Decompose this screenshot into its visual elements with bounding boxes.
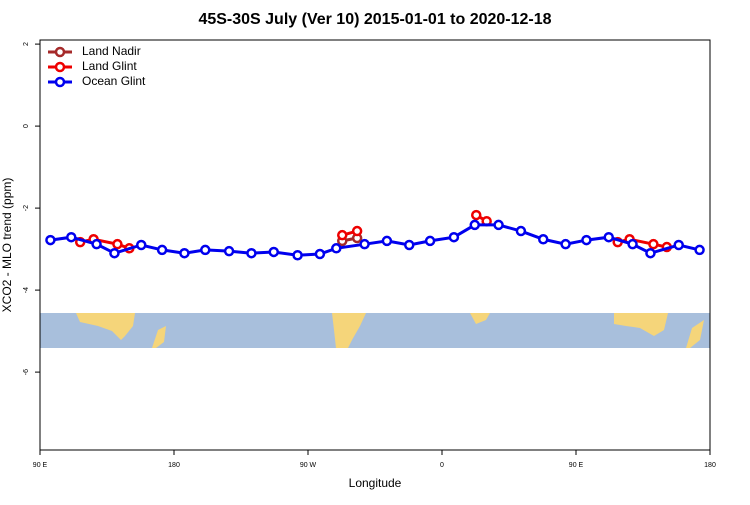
series-line [50, 223, 700, 257]
data-point [560, 238, 571, 250]
x-tick-label: 90 W [300, 462, 317, 469]
data-point [627, 238, 638, 250]
data-point [673, 239, 684, 251]
x-tick-label: 90 E [33, 462, 48, 469]
legend-label: Land Nadir [82, 44, 141, 58]
chart-title: 45S-30S July (Ver 10) 2015-01-01 to 2020… [198, 11, 551, 28]
data-point [603, 231, 615, 243]
data-point [469, 219, 481, 231]
data-point [448, 231, 460, 243]
y-tick-label: 2 [23, 42, 30, 46]
data-point [694, 244, 705, 256]
legend-marker [54, 46, 66, 58]
data-point [200, 244, 211, 256]
y-tick-label: -6 [23, 369, 30, 375]
legend-marker [54, 76, 66, 88]
data-point [314, 248, 326, 260]
series-line [79, 213, 668, 250]
data-point [45, 234, 56, 246]
data-point [109, 247, 120, 259]
y-tick-label: 0 [23, 124, 30, 128]
legend-label: Land Glint [82, 59, 137, 73]
data-point [493, 219, 504, 231]
data-point [246, 247, 257, 259]
x-tick-label: 180 [168, 462, 180, 469]
x-tick-label: 180 [704, 462, 716, 469]
data-point [515, 225, 527, 237]
data-point [268, 246, 280, 258]
x-axis-label: Longitude [349, 476, 402, 490]
data-point [336, 229, 348, 241]
y-tick-label: -4 [23, 287, 30, 293]
data-point [112, 238, 123, 250]
data-point [223, 245, 235, 257]
data-point [156, 244, 168, 256]
data-point [381, 235, 393, 247]
y-tick-label: -2 [23, 205, 30, 211]
data-point [351, 225, 363, 237]
plot-frame [39, 39, 711, 451]
data-point [537, 234, 549, 245]
data-point [331, 243, 342, 254]
y-axis-label: XCO2 - MLO trend (ppm) [0, 178, 14, 313]
data-point [424, 235, 436, 247]
data-point [91, 238, 102, 250]
x-tick-label: 0 [440, 462, 444, 469]
data-point [66, 231, 77, 243]
data-point [581, 234, 592, 246]
legend-label: Ocean Glint [82, 74, 146, 88]
data-point [135, 239, 147, 251]
map-band [40, 313, 710, 348]
data-point [359, 238, 370, 250]
legend-marker [54, 61, 66, 73]
data-point [470, 209, 482, 221]
data-point [645, 247, 656, 259]
x-tick-label: 90 E [569, 462, 584, 469]
data-point [648, 238, 659, 250]
data-point [179, 247, 190, 259]
data-point [292, 250, 303, 261]
data-point [403, 239, 415, 251]
